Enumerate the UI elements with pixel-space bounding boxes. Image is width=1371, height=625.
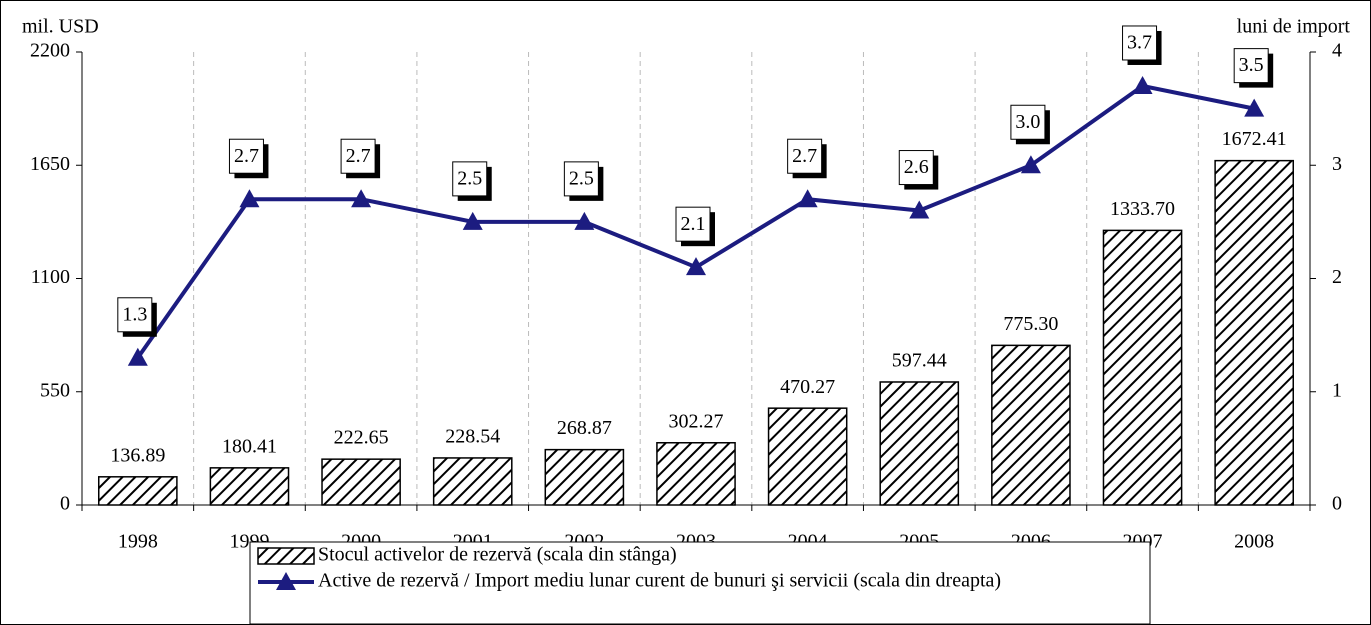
value-label-box <box>1233 48 1269 84</box>
legend-box <box>249 541 1151 625</box>
line-value-label: 3.7 <box>1127 32 1152 54</box>
bar <box>1102 229 1183 506</box>
legend-label: Active de rezervă / Import mediu lunar c… <box>318 570 1001 592</box>
legend-label: Stocul activelor de rezervă (scala din s… <box>318 544 677 566</box>
bar-value-label: 302.27 <box>669 410 724 432</box>
value-label-box <box>452 161 488 197</box>
bar <box>97 476 178 506</box>
bar <box>1214 159 1295 506</box>
line-value-label: 2.5 <box>457 167 482 189</box>
y2-tick-label: 4 <box>1332 40 1342 62</box>
bar-value-label: 470.27 <box>780 376 835 398</box>
value-label-box <box>1122 25 1158 61</box>
line-marker <box>239 189 260 208</box>
legend-swatch <box>257 547 315 565</box>
y-tick-label: 0 <box>60 493 70 515</box>
line-value-label: 2.7 <box>792 145 817 167</box>
line-marker <box>462 211 483 230</box>
line-value-label: 1.3 <box>122 303 147 325</box>
bar-value-label: 1333.70 <box>1110 198 1175 220</box>
line-marker <box>1020 155 1041 174</box>
y2-tick-label: 3 <box>1332 153 1342 175</box>
line-value-label: 2.1 <box>681 213 706 235</box>
line-marker <box>351 189 372 208</box>
value-label-box <box>787 138 823 174</box>
y2-tick-label: 0 <box>1332 493 1342 515</box>
x-tick-label: 2008 <box>1234 531 1274 553</box>
bar <box>991 344 1071 506</box>
value-label-box <box>675 206 711 242</box>
line-value-label: 2.7 <box>234 145 259 167</box>
line-value-label: 3.5 <box>1239 54 1264 76</box>
y-tick-label: 1100 <box>31 266 70 288</box>
value-label-box <box>898 150 934 186</box>
y-tick-label: 1650 <box>30 153 70 175</box>
value-label-box <box>563 161 599 197</box>
bar <box>656 442 736 506</box>
line-value-label: 3.0 <box>1015 111 1040 133</box>
line-value-label: 2.7 <box>346 145 371 167</box>
bar <box>432 457 513 506</box>
bar <box>321 458 401 506</box>
bar <box>209 467 290 506</box>
value-label-box <box>1010 104 1046 140</box>
line-marker <box>127 347 148 366</box>
line-marker <box>1244 98 1265 117</box>
value-label-box <box>340 138 376 174</box>
value-label-box <box>228 138 264 174</box>
bar-value-label: 597.44 <box>892 350 947 372</box>
line-marker <box>686 257 706 276</box>
bar-value-label: 180.41 <box>222 435 277 457</box>
y-tick-label: 2200 <box>30 40 70 62</box>
y2-tick-label: 2 <box>1332 266 1342 288</box>
bar-value-label: 1672.41 <box>1222 128 1287 150</box>
line-marker <box>1132 75 1153 94</box>
bar-value-label: 228.54 <box>445 426 500 448</box>
y-axis-label: mil. USD <box>22 16 99 38</box>
bar <box>544 448 625 506</box>
bar <box>767 407 848 506</box>
bar-value-label: 222.65 <box>334 427 389 449</box>
line-value-label: 2.6 <box>904 156 929 178</box>
value-label-box <box>117 297 153 333</box>
line-marker <box>909 200 930 219</box>
bar-value-label: 268.87 <box>557 417 612 439</box>
x-tick-label: 1998 <box>118 531 158 553</box>
line-marker <box>574 211 595 230</box>
y-tick-label: 550 <box>40 379 70 401</box>
bar <box>879 381 960 506</box>
line-value-label: 2.5 <box>569 167 594 189</box>
legend-marker <box>276 572 296 590</box>
bar-value-label: 136.89 <box>110 444 165 466</box>
line-marker <box>797 189 818 208</box>
bar-value-label: 775.30 <box>1003 313 1058 335</box>
y2-tick-label: 1 <box>1332 379 1342 401</box>
y2-axis-label: luni de import <box>1237 16 1351 38</box>
